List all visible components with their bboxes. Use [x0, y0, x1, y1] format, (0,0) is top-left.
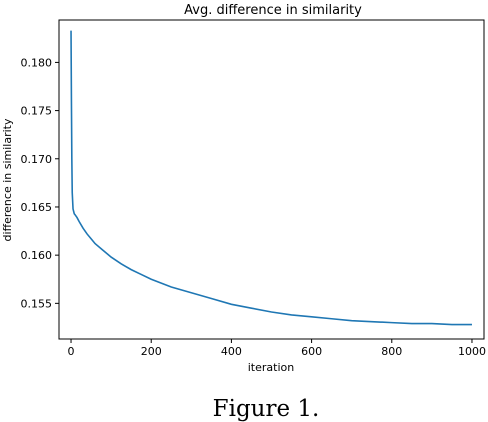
chart-title: Avg. difference in similarity — [184, 3, 362, 18]
x-axis-label: iteration — [248, 361, 294, 374]
x-tick-label: 400 — [221, 345, 242, 358]
figure-caption: Figure 1. — [213, 396, 320, 422]
y-axis-label: difference in similarity — [1, 118, 14, 241]
x-tick-label: 1000 — [458, 345, 486, 358]
x-tick-label: 600 — [301, 345, 322, 358]
y-tick-label: 0.180 — [21, 56, 53, 69]
y-tick-label: 0.160 — [21, 249, 53, 262]
y-tick-label: 0.165 — [21, 201, 53, 214]
series-line — [70, 30, 472, 326]
x-axis: 0 200 400 600 800 1000 — [68, 339, 486, 358]
y-tick-label: 0.155 — [21, 297, 53, 310]
x-tick-label: 200 — [141, 345, 162, 358]
x-tick-label: 0 — [68, 345, 75, 358]
y-tick-label: 0.170 — [21, 153, 53, 166]
plot-frame — [58, 19, 485, 340]
y-axis: 0.155 0.160 0.165 0.170 0.175 0.180 — [21, 56, 59, 310]
x-tick-label: 800 — [381, 345, 402, 358]
y-tick-label: 0.175 — [21, 105, 53, 118]
